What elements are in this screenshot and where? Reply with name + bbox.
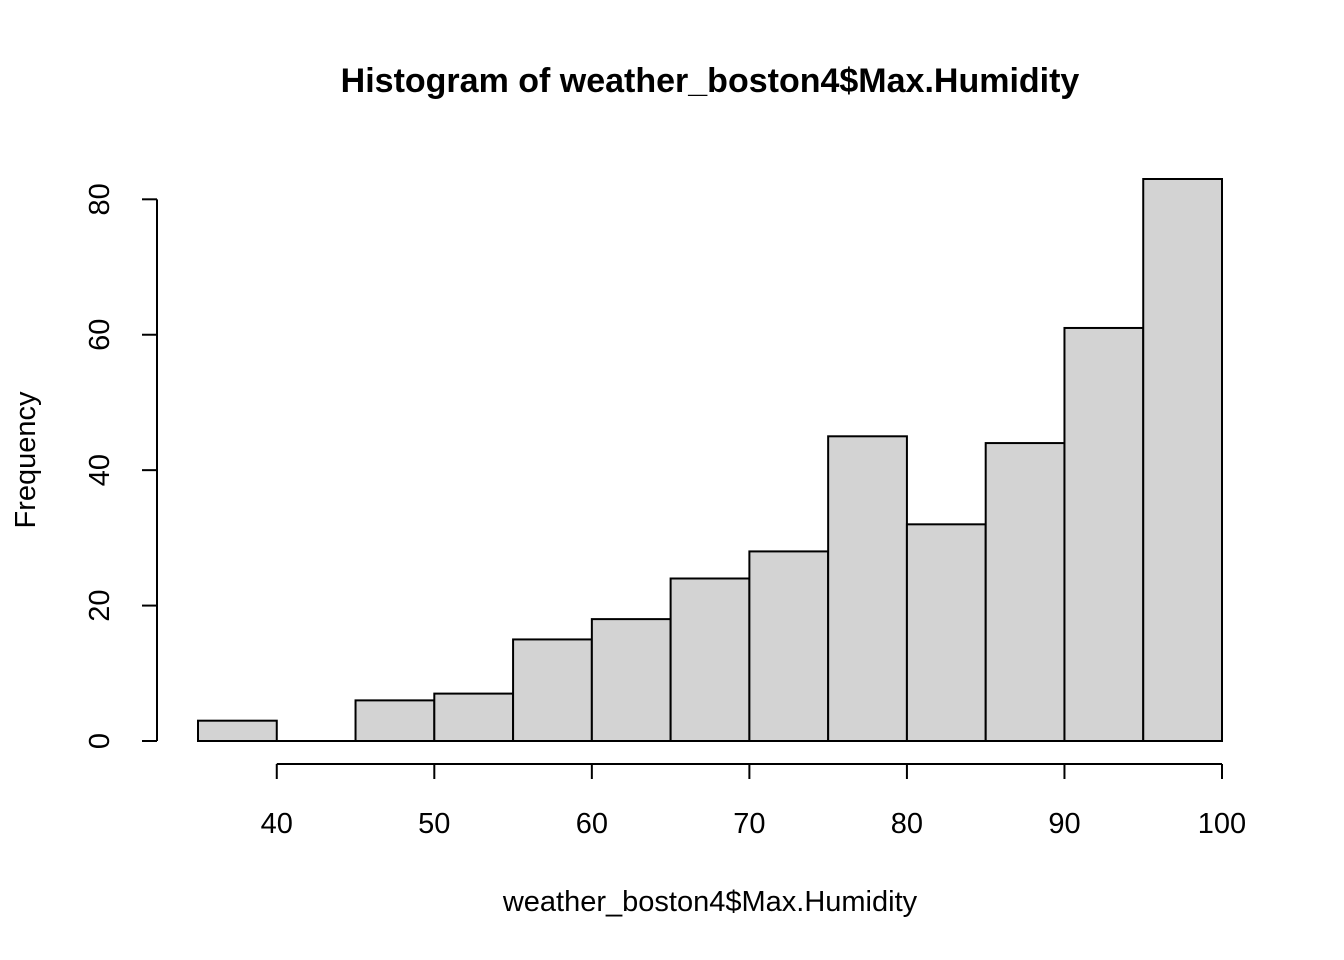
histogram-bar-10 — [984, 442, 1066, 742]
x-tick-label-40: 40 — [261, 808, 293, 840]
histogram-bar-6 — [669, 577, 751, 742]
y-tick-label-60: 60 — [84, 319, 116, 351]
histogram-bar-4 — [512, 638, 593, 742]
y-tick-label-80: 80 — [84, 183, 116, 215]
x-tick-label-50: 50 — [418, 808, 450, 840]
chart-title: Histogram of weather_boston4$Max.Humidit… — [341, 62, 1080, 100]
y-axis: 0 20 40 60 80 — [84, 183, 158, 749]
histogram-bar-8 — [827, 435, 908, 742]
x-tick-label-60: 60 — [576, 808, 608, 840]
histogram-bar-7 — [748, 550, 830, 743]
histogram-bar-5 — [590, 618, 672, 742]
y-tick-label-0: 0 — [84, 733, 116, 749]
x-tick-label-90: 90 — [1048, 808, 1080, 840]
x-tick-label-80: 80 — [891, 808, 923, 840]
histogram-bar-2 — [354, 699, 436, 742]
histogram-bar-11 — [1063, 326, 1145, 742]
y-tick-label-40: 40 — [84, 454, 116, 486]
y-tick-label-20: 20 — [84, 589, 116, 621]
x-axis: 40 50 60 70 80 90 100 — [261, 763, 1246, 840]
x-tick-label-70: 70 — [733, 808, 765, 840]
x-axis-label: weather_boston4$Max.Humidity — [502, 886, 918, 918]
histogram-bar-0 — [197, 719, 278, 743]
y-axis-label: Frequency — [10, 391, 42, 529]
histogram-bar-9 — [905, 523, 987, 743]
x-tick-label-100: 100 — [1198, 808, 1246, 840]
histogram-bar-12 — [1142, 178, 1223, 742]
histogram-bar-3 — [433, 692, 515, 743]
bars-group — [197, 178, 1223, 743]
